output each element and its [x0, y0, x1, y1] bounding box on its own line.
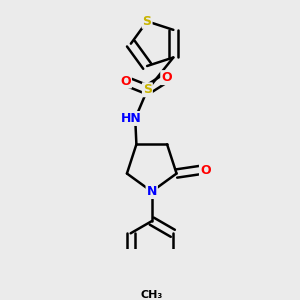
- Text: CH₃: CH₃: [141, 290, 163, 300]
- Text: N: N: [147, 185, 157, 198]
- Text: O: O: [200, 164, 211, 176]
- Text: S: S: [142, 15, 152, 28]
- Text: HN: HN: [122, 112, 142, 125]
- Text: S: S: [143, 83, 152, 96]
- Text: O: O: [120, 75, 131, 88]
- Text: O: O: [161, 71, 172, 84]
